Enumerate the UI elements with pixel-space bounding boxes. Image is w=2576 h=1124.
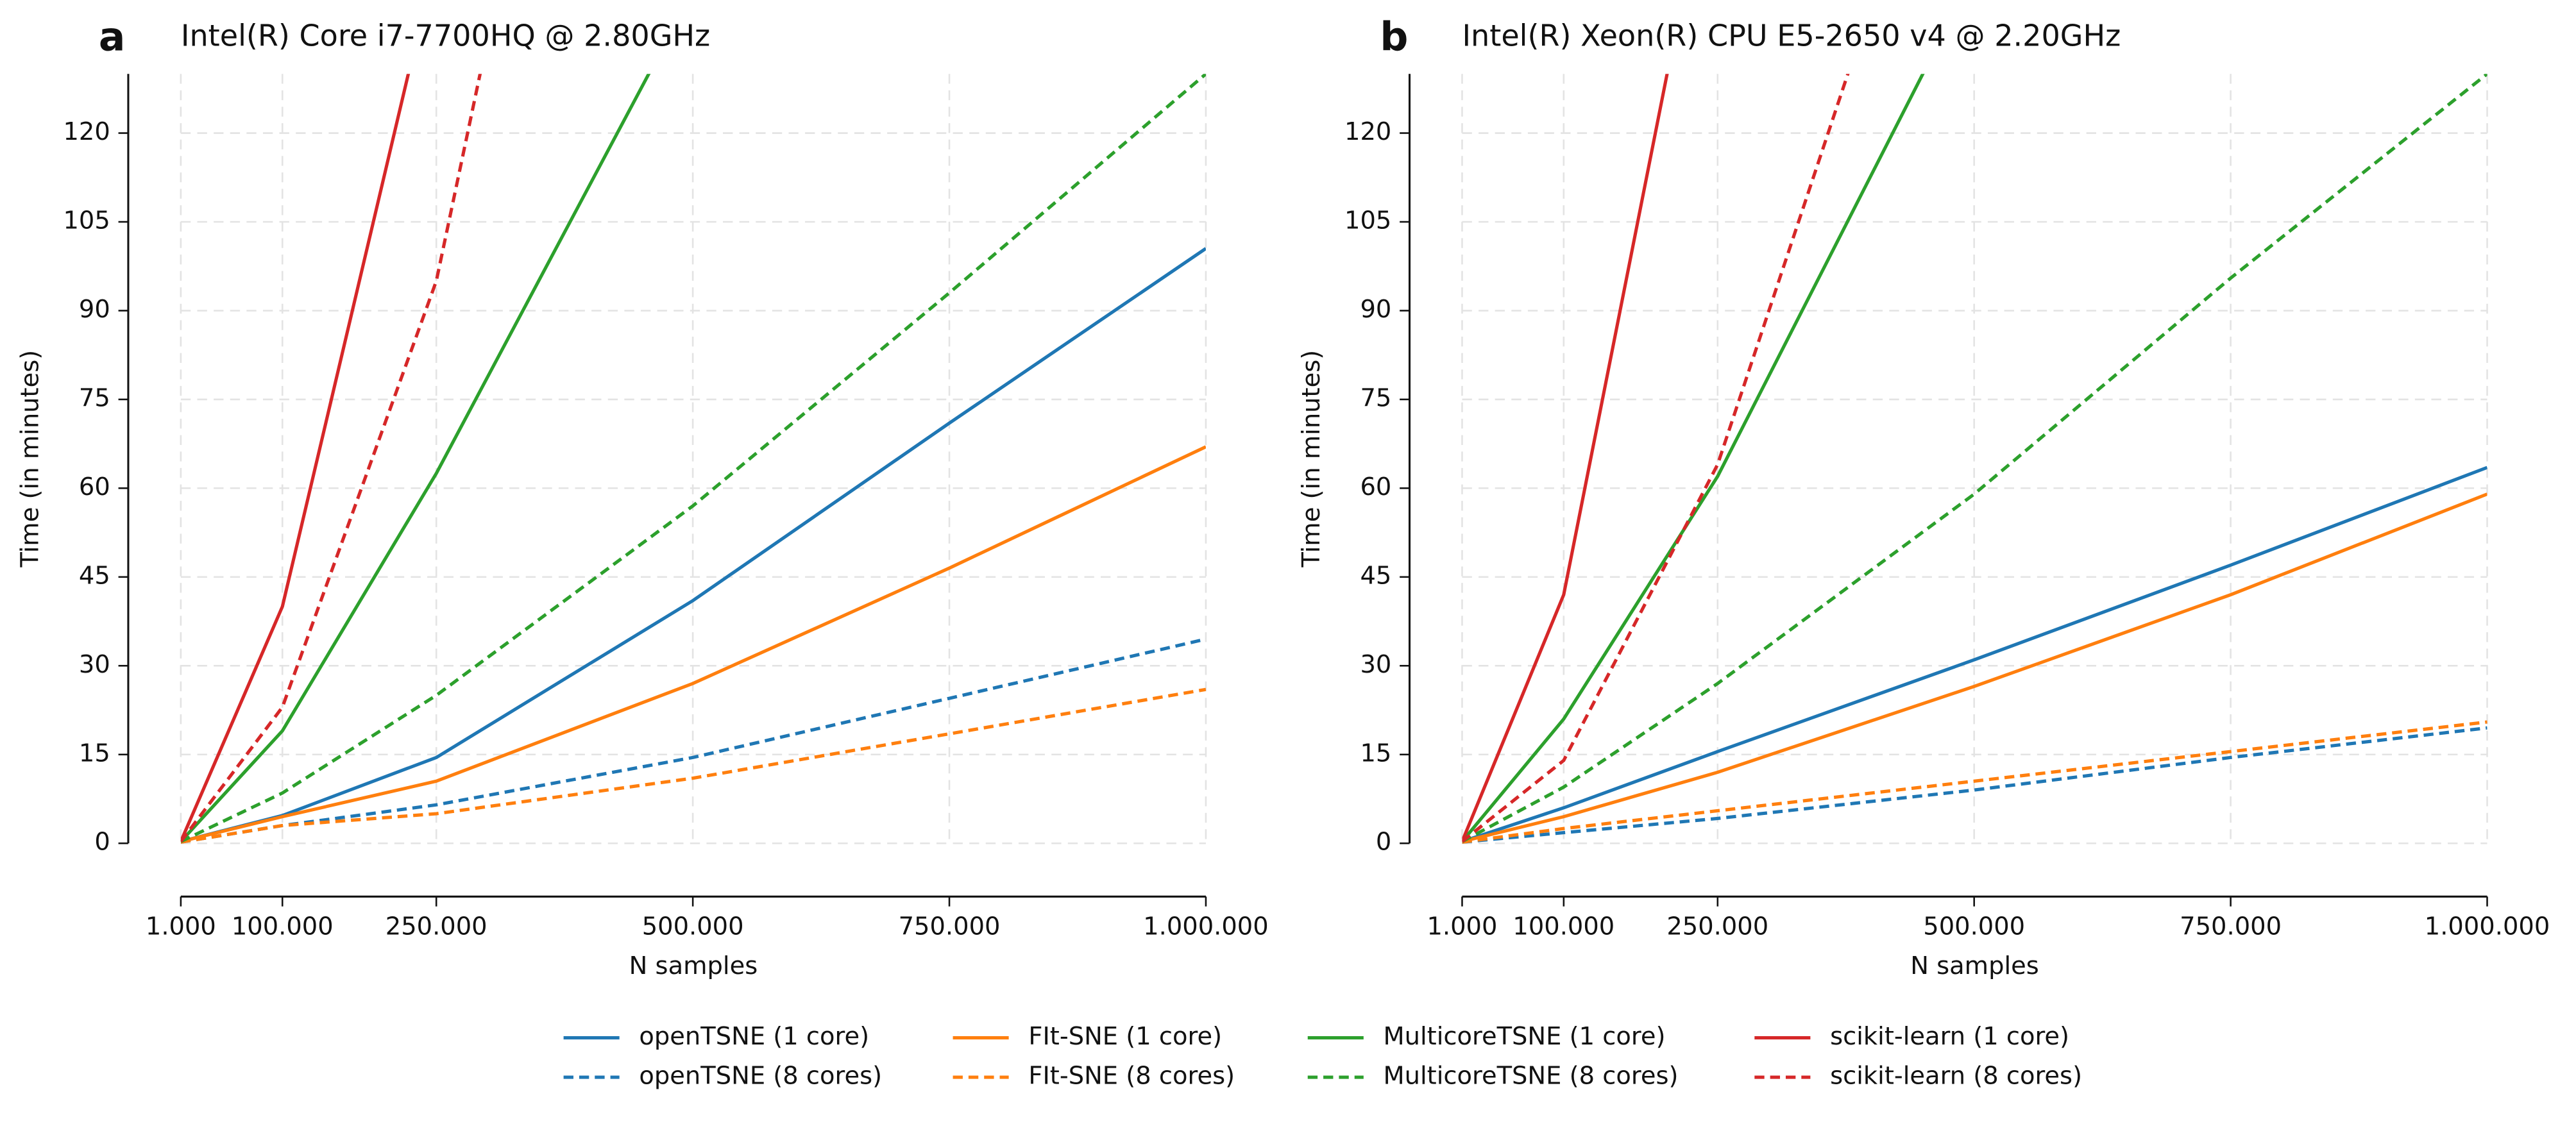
- x-tick-label: 1.000: [1427, 912, 1497, 941]
- legend-label: FIt-SNE (8 cores): [1028, 1062, 1235, 1091]
- y-axis-label: Time (in minutes): [1297, 350, 1326, 568]
- y-tick-label: 15: [79, 739, 110, 768]
- legend-label: scikit-learn (1 core): [1830, 1022, 2069, 1051]
- y-tick-label: 45: [79, 561, 110, 590]
- plot-area: [180, 74, 1206, 844]
- legend-label: MulticoreTSNE (8 cores): [1384, 1062, 1679, 1091]
- y-tick-label: 75: [79, 383, 110, 412]
- series-line: [1462, 492, 2487, 843]
- y-tick-label: 15: [1360, 739, 1391, 768]
- legend-label: scikit-learn (8 cores): [1830, 1062, 2082, 1091]
- series-line: [1462, 466, 2487, 843]
- series-line: [1462, 74, 1669, 843]
- chart-title: Intel(R) Xeon(R) CPU E5-2650 v4 @ 2.20GH…: [1462, 18, 2121, 53]
- series-line: [1462, 74, 2487, 843]
- y-tick-label: 90: [1360, 295, 1391, 324]
- panel-label: b: [1380, 15, 1408, 60]
- series-line: [180, 74, 1206, 843]
- series-line: [180, 687, 1206, 844]
- legend-label: openTSNE (8 cores): [639, 1062, 882, 1091]
- x-tick-label: 500.000: [1923, 912, 2025, 941]
- x-tick-label: 100.000: [1513, 912, 1614, 941]
- series-line: [1462, 726, 2487, 844]
- series-line: [180, 74, 651, 843]
- x-tick-label: 250.000: [386, 912, 487, 941]
- y-tick-label: 105: [1344, 206, 1391, 235]
- y-tick-label: 105: [63, 206, 110, 235]
- y-tick-label: 30: [1360, 650, 1391, 679]
- x-tick-label: 1.000.000: [2425, 912, 2550, 941]
- y-tick-label: 45: [1360, 561, 1391, 590]
- y-tick-label: 30: [79, 650, 110, 679]
- y-tick-label: 0: [94, 828, 110, 857]
- series-line: [180, 74, 482, 843]
- y-tick-label: 120: [63, 117, 110, 146]
- plot-area: [1462, 74, 2487, 844]
- legend-label: MulticoreTSNE (1 core): [1384, 1022, 1666, 1051]
- panel-label: a: [99, 15, 125, 60]
- series-line: [180, 445, 1206, 843]
- y-tick-label: 120: [1344, 117, 1391, 146]
- legend-label: FIt-SNE (1 core): [1028, 1022, 1222, 1051]
- series-line: [180, 74, 411, 843]
- legend-label: openTSNE (1 core): [639, 1022, 869, 1051]
- x-tick-label: 100.000: [232, 912, 334, 941]
- chart-title: Intel(R) Core i7-7700HQ @ 2.80GHz: [181, 18, 710, 53]
- x-tick-label: 750.000: [2180, 912, 2282, 941]
- y-tick-label: 75: [1360, 383, 1391, 412]
- x-tick-label: 750.000: [899, 912, 1001, 941]
- x-axis-label: N samples: [1910, 952, 2039, 980]
- y-tick-label: 60: [1360, 473, 1391, 501]
- y-tick-label: 0: [1376, 828, 1391, 857]
- x-tick-label: 500.000: [642, 912, 744, 941]
- x-tick-label: 1.000: [146, 912, 216, 941]
- x-tick-label: 250.000: [1666, 912, 1768, 941]
- y-tick-label: 90: [79, 295, 110, 324]
- series-line: [1462, 74, 1925, 843]
- series-line: [1462, 720, 2487, 844]
- series-line: [1462, 74, 1850, 843]
- y-axis-label: Time (in minutes): [15, 350, 44, 568]
- x-axis-label: N samples: [629, 952, 758, 980]
- x-tick-label: 1.000.000: [1143, 912, 1268, 941]
- y-tick-label: 60: [79, 473, 110, 501]
